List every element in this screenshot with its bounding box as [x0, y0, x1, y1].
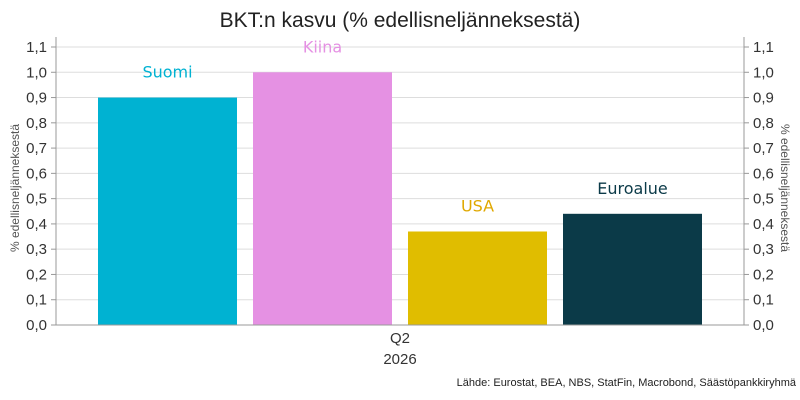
y-tick-label-left: 0,7 [26, 140, 47, 157]
y-tick-label-right: 0,6 [753, 165, 774, 182]
y-tick-label-left: 0,9 [26, 90, 47, 107]
y-tick-label-left: 1,1 [26, 39, 47, 56]
bar-label-kiina: Kiina [303, 37, 342, 56]
y-tick-label-left: 0,0 [26, 317, 47, 334]
chart-title: BKT:n kasvu (% edellisneljänneksestä) [220, 9, 581, 32]
y-tick-label-left: 0,3 [26, 241, 47, 258]
bar-labels: Suomi Kiina USA Euroalue [142, 37, 667, 215]
y-tick-label-left: 0,1 [26, 292, 47, 309]
y-tick-label-right: 0,2 [753, 266, 774, 283]
y-tick-label-left: 0,4 [26, 216, 47, 233]
x-tick-label: Q2 [390, 330, 410, 347]
y-tick-label-left: 1,0 [26, 64, 47, 81]
y-tick-label-left: 0,5 [26, 191, 47, 208]
y-tick-label-right: 1,0 [753, 64, 774, 81]
y-tick-label-right: 0,9 [753, 90, 774, 107]
y-tick-label-right: 0,0 [753, 317, 774, 334]
y-tick-label-right: 0,3 [753, 241, 774, 258]
y-axis-left: 0,0 0,1 0,2 0,3 0,4 0,5 0,6 0,7 0,8 0,9 1,0 1,1 [26, 39, 56, 334]
bars [98, 72, 702, 325]
bar-suomi [98, 97, 237, 325]
y-axis-left-label: % edellisneljänneksestä [8, 124, 22, 252]
bar-euroalue [563, 213, 702, 325]
y-tick-label-left: 0,2 [26, 266, 47, 283]
source-note: Lähde: Eurostat, BEA, NBS, StatFin, Macr… [457, 377, 797, 389]
x-tick-sublabel: 2026 [383, 351, 416, 368]
bar-kiina [253, 72, 392, 325]
y-tick-label-left: 0,6 [26, 165, 47, 182]
y-tick-label-right: 0,1 [753, 292, 774, 309]
bar-usa [408, 231, 547, 325]
y-tick-label-right: 0,8 [753, 115, 774, 132]
bar-label-euroalue: Euroalue [597, 179, 668, 198]
bar-label-suomi: Suomi [142, 63, 192, 82]
bar-label-usa: USA [461, 196, 494, 215]
y-tick-label-left: 0,8 [26, 115, 47, 132]
y-tick-label-right: 0,5 [753, 191, 774, 208]
y-axis-right: 0,0 0,1 0,2 0,3 0,4 0,5 0,6 0,7 0,8 0,9 1,0 1,1 [744, 39, 774, 334]
y-tick-label-right: 0,4 [753, 216, 774, 233]
y-tick-label-right: 0,7 [753, 140, 774, 157]
y-tick-label-right: 1,1 [753, 39, 774, 56]
y-axis-right-label: % edellisneljänneksestä [778, 124, 792, 252]
